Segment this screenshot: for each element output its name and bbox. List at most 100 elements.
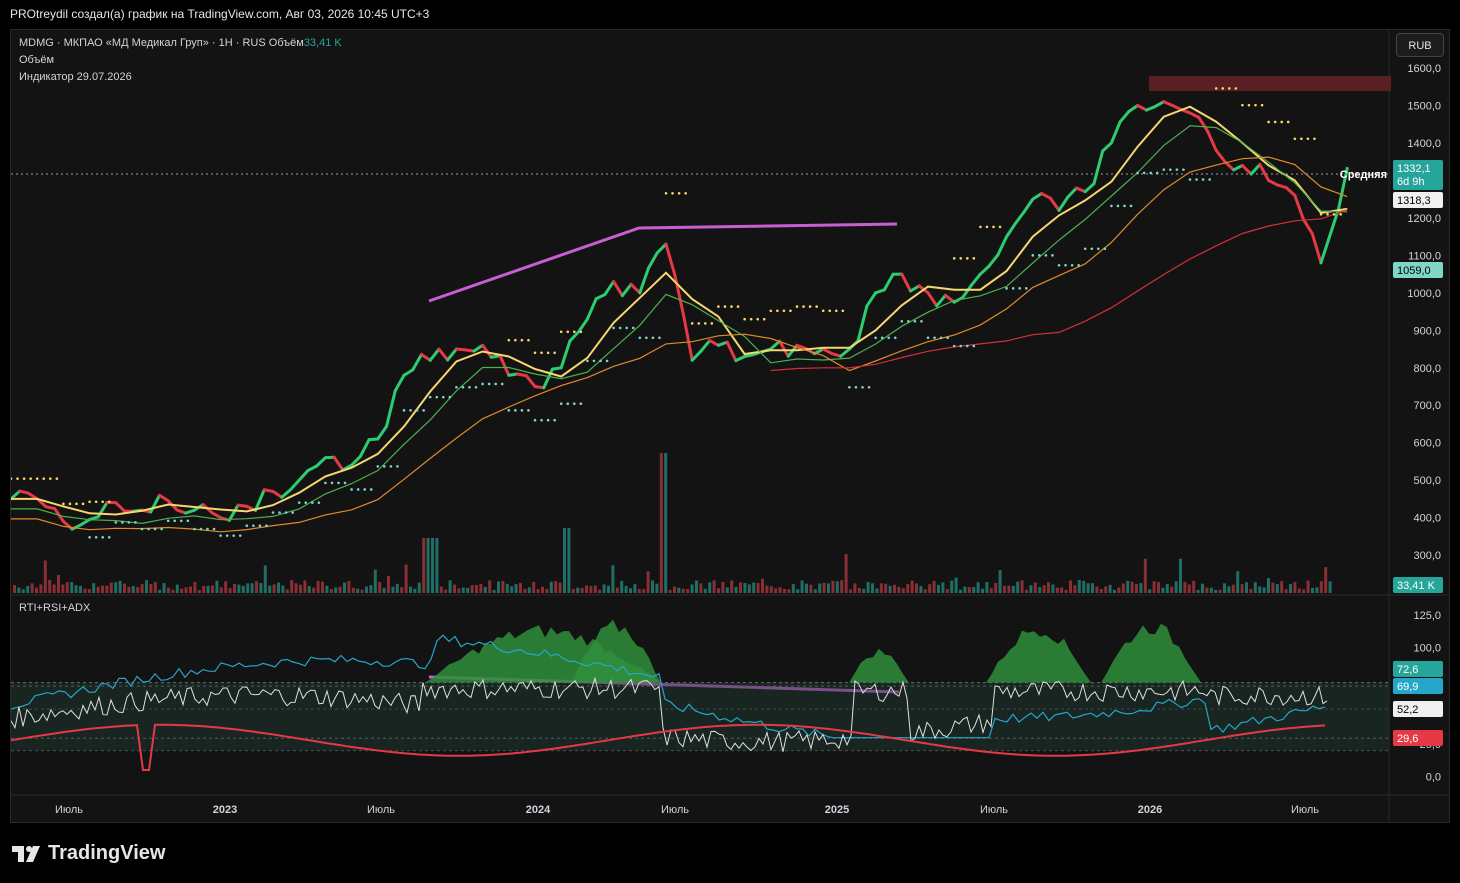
volume-bar xyxy=(1069,580,1072,593)
sar-dot xyxy=(605,359,609,363)
sar-dot xyxy=(658,336,661,340)
volume-bar xyxy=(1011,585,1015,593)
volume-bar xyxy=(989,588,993,593)
volume-bar xyxy=(1214,589,1218,593)
legend-volume-line[interactable]: Объём xyxy=(19,54,55,66)
volume-bar xyxy=(233,583,236,593)
volume-bar xyxy=(734,586,738,593)
oscillator-pane-label[interactable]: RTI+RSI+ADX xyxy=(19,602,91,614)
price-segment xyxy=(1040,192,1052,200)
legend-indicator-line[interactable]: Индикатор 29.07.2026 xyxy=(19,71,132,83)
sar-dot xyxy=(1280,120,1283,124)
volume-bar xyxy=(827,583,830,593)
volume-bar xyxy=(519,582,522,593)
sar-dot xyxy=(42,477,46,480)
volume-bar xyxy=(453,584,456,593)
sar-dot xyxy=(356,488,360,491)
sar-dot xyxy=(173,519,177,523)
sar-dot xyxy=(1175,168,1179,171)
volume-bar xyxy=(1179,558,1182,593)
volume-bar xyxy=(1319,581,1323,593)
sar-dot xyxy=(22,477,26,480)
sar-dot xyxy=(782,309,786,313)
price-segment xyxy=(70,523,83,531)
price-segment xyxy=(1284,186,1297,197)
volume-bar xyxy=(409,586,412,593)
sar-dot xyxy=(107,535,111,539)
osc-tag-2: 69,9 xyxy=(1393,678,1443,694)
volume-bar xyxy=(857,587,861,593)
volume-bar xyxy=(1302,589,1306,593)
price-segment xyxy=(690,349,703,362)
currency-button[interactable]: RUB xyxy=(1396,33,1444,57)
sar-dot xyxy=(1110,204,1113,208)
volume-bar xyxy=(285,589,289,593)
volume-bar xyxy=(444,589,448,593)
volume-bar xyxy=(646,571,650,593)
sar-dot xyxy=(867,385,871,389)
volume-bar xyxy=(1311,587,1314,593)
sar-dot xyxy=(500,382,504,386)
volume-bar xyxy=(26,585,30,593)
volume-bar xyxy=(655,583,659,593)
volume-bar xyxy=(61,584,65,593)
volume-bar xyxy=(1104,586,1108,593)
sar-dot xyxy=(1162,168,1166,171)
volume-bar xyxy=(1016,581,1020,593)
chart-frame[interactable]: 1600,0 1500,0 1400,0 1200,0 1100,0 1000,0 900,… xyxy=(10,29,1450,823)
sar-dot xyxy=(474,385,478,389)
price-axis-label: 300,0 xyxy=(1413,550,1441,562)
price-segment xyxy=(594,293,607,301)
price-segment xyxy=(909,284,921,293)
volume-bar xyxy=(347,580,351,593)
time-axis-label: 2023 xyxy=(213,804,237,816)
price-segment xyxy=(1240,163,1253,176)
volume-bar xyxy=(1033,582,1037,593)
legend-symbol-line[interactable]: MDMG · МКПАО «МД Медикал Груп» · 1H · RU… xyxy=(19,35,342,52)
price-segment xyxy=(856,304,869,343)
sar-dot xyxy=(487,382,491,386)
chart-svg[interactable]: 1600,0 1500,0 1400,0 1200,0 1100,0 1000,0 900,… xyxy=(11,30,1450,823)
sar-dot xyxy=(920,319,923,323)
price-segment xyxy=(1214,148,1227,164)
volume-bar xyxy=(149,584,153,593)
volume-bar xyxy=(703,588,707,593)
sar-dot xyxy=(1070,263,1074,267)
sar-dot xyxy=(946,336,949,340)
sar-dot xyxy=(1201,178,1205,181)
volume-bar xyxy=(1236,571,1240,593)
volume-bar xyxy=(92,583,96,593)
volume-bar xyxy=(290,580,294,593)
sar-dot xyxy=(966,344,969,348)
volume-bar xyxy=(1165,583,1169,593)
sar-dot xyxy=(1332,212,1336,216)
volume-series xyxy=(13,453,1332,593)
sar-dot xyxy=(566,402,570,406)
volume-bar xyxy=(549,581,553,593)
osc-tag-3-bg xyxy=(1393,701,1443,717)
volume-bar xyxy=(699,583,703,593)
volume-bar xyxy=(448,580,452,593)
price-segment xyxy=(673,272,685,317)
osc-tag-4-bg xyxy=(1393,730,1443,746)
sar-dot xyxy=(49,477,52,480)
volume-bar xyxy=(211,585,214,593)
volume-bar xyxy=(835,581,839,593)
sar-dot xyxy=(107,500,111,504)
volume-bar xyxy=(1113,589,1116,593)
sar-dot xyxy=(533,418,537,422)
price-segment xyxy=(716,340,729,347)
ma-slow-orange xyxy=(11,156,1348,533)
volume-bar xyxy=(1267,578,1270,593)
sar-dot xyxy=(1195,178,1198,181)
volume-bar xyxy=(65,582,69,593)
volume-bar xyxy=(215,580,219,593)
sar-dot xyxy=(952,257,956,260)
volume-bar xyxy=(681,588,685,593)
sar-dot xyxy=(762,317,766,321)
sar-dot xyxy=(579,402,583,406)
sar-dot xyxy=(592,359,596,363)
volume-bar xyxy=(48,579,52,593)
price-segment xyxy=(612,280,624,298)
price-segment xyxy=(1319,234,1332,265)
